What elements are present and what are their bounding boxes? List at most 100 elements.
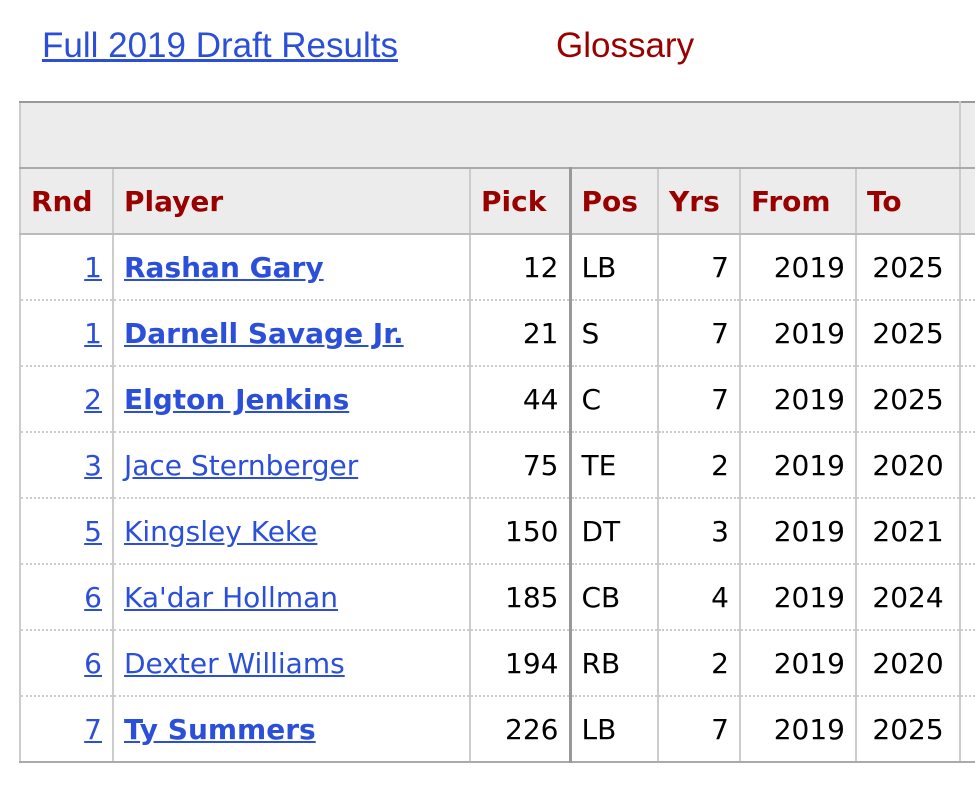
- column-header: [959, 168, 975, 235]
- cell: C: [569, 366, 659, 433]
- round-link[interactable]: 7: [84, 712, 102, 746]
- cell: 6: [19, 564, 114, 631]
- cell: [959, 366, 975, 433]
- cell: 6: [19, 630, 114, 697]
- cell: 2020: [854, 630, 962, 697]
- player-link[interactable]: Darnell Savage Jr.: [124, 316, 404, 350]
- cell: Ka'dar Hollman: [112, 564, 471, 631]
- player-link[interactable]: Kingsley Keke: [124, 514, 318, 548]
- round-link[interactable]: 6: [84, 646, 102, 680]
- cell: 2019: [739, 564, 857, 631]
- cell: 7: [657, 234, 741, 301]
- table-row: 5 Kingsley Keke 150 DT 3 2019 2021: [19, 498, 975, 565]
- column-header: Pick: [469, 168, 572, 235]
- cell: Jace Sternberger: [112, 432, 471, 499]
- cell: DT: [569, 498, 659, 565]
- table-body: 1 Rashan Gary 12 LB 7 2019 2025 1 Darnell Savage…: [19, 234, 975, 763]
- cell: 2024: [854, 564, 962, 631]
- cell: 1: [19, 300, 114, 367]
- cell: 2025: [854, 696, 962, 763]
- cell: 3: [657, 498, 741, 565]
- player-link[interactable]: Jace Sternberger: [124, 448, 359, 482]
- player-link[interactable]: Ty Summers: [124, 712, 316, 746]
- player-link[interactable]: Rashan Gary: [124, 250, 324, 284]
- cell: 2025: [854, 366, 962, 433]
- player-link[interactable]: Dexter Williams: [124, 646, 345, 680]
- cell: 2019: [739, 234, 857, 301]
- group-header: [959, 101, 975, 169]
- cell: 2: [19, 366, 114, 433]
- cell: 75: [469, 432, 572, 499]
- column-header: Rnd: [19, 168, 114, 235]
- cell: 226: [469, 696, 572, 763]
- round-link[interactable]: 1: [84, 316, 102, 350]
- cell: Dexter Williams: [112, 630, 471, 697]
- draft-table: Rnd Player Pick Pos Yrs From To 1 Rashan Gary 12…: [19, 101, 975, 763]
- cell: 7: [657, 366, 741, 433]
- cell: Kingsley Keke: [112, 498, 471, 565]
- cell: 2: [657, 630, 741, 697]
- cell: RB: [569, 630, 659, 697]
- cell: 7: [657, 696, 741, 763]
- cell: 2025: [854, 300, 962, 367]
- table-container: Rnd Player Pick Pos Yrs From To 1 Rashan Gary 12…: [19, 101, 975, 763]
- table-row: 6 Ka'dar Hollman 185 CB 4 2019 2024: [19, 564, 975, 631]
- cell: 2019: [739, 432, 857, 499]
- column-header: Yrs: [657, 168, 741, 235]
- cell: 150: [469, 498, 572, 565]
- cell: 2019: [739, 300, 857, 367]
- cell: CB: [569, 564, 659, 631]
- group-header: [19, 101, 962, 169]
- draft-results-link[interactable]: Full 2019 Draft Results: [42, 26, 398, 65]
- table-row: 6 Dexter Williams 194 RB 2 2019 2020: [19, 630, 975, 697]
- table-row: 3 Jace Sternberger 75 TE 2 2019 2020: [19, 432, 975, 499]
- cell: Ty Summers: [112, 696, 471, 763]
- column-header: From: [739, 168, 857, 235]
- cell: 12: [469, 234, 572, 301]
- cell: [959, 432, 975, 499]
- cell: [959, 630, 975, 697]
- cell: 194: [469, 630, 572, 697]
- round-link[interactable]: 5: [84, 514, 102, 548]
- cell: [959, 564, 975, 631]
- cell: 2020: [854, 432, 962, 499]
- table-row: 7 Ty Summers 226 LB 7 2019 2025: [19, 696, 975, 763]
- cell: TE: [569, 432, 659, 499]
- cell: Elgton Jenkins: [112, 366, 471, 433]
- cell: 2025: [854, 234, 962, 301]
- cell: [959, 498, 975, 565]
- cell: 7: [19, 696, 114, 763]
- column-header: Player: [112, 168, 471, 235]
- table-row: 2 Elgton Jenkins 44 C 7 2019 2025: [19, 366, 975, 433]
- cell: Darnell Savage Jr.: [112, 300, 471, 367]
- table-row: 1 Darnell Savage Jr. 21 S 7 2019 2025: [19, 300, 975, 367]
- cell: 5: [19, 498, 114, 565]
- cell: [959, 300, 975, 367]
- cell: S: [569, 300, 659, 367]
- header-row: Rnd Player Pick Pos Yrs From To: [19, 168, 975, 235]
- player-link[interactable]: Elgton Jenkins: [124, 382, 350, 416]
- table-row: 1 Rashan Gary 12 LB 7 2019 2025: [19, 234, 975, 301]
- cell: Rashan Gary: [112, 234, 471, 301]
- cell: [959, 696, 975, 763]
- round-link[interactable]: 2: [84, 382, 102, 416]
- round-link[interactable]: 3: [84, 448, 102, 482]
- group-header-row: [19, 101, 975, 169]
- cell: [959, 234, 975, 301]
- cell: 1: [19, 234, 114, 301]
- cell: 185: [469, 564, 572, 631]
- cell: LB: [569, 234, 659, 301]
- round-link[interactable]: 6: [84, 580, 102, 614]
- cell: 44: [469, 366, 572, 433]
- cell: 3: [19, 432, 114, 499]
- round-link[interactable]: 1: [84, 250, 102, 284]
- player-link[interactable]: Ka'dar Hollman: [124, 580, 338, 614]
- cell: 2021: [854, 498, 962, 565]
- cell: 2019: [739, 366, 857, 433]
- cell: 2019: [739, 498, 857, 565]
- cell: 7: [657, 300, 741, 367]
- glossary-link[interactable]: Glossary: [556, 26, 695, 65]
- column-header: To: [854, 168, 962, 235]
- column-header: Pos: [569, 168, 659, 235]
